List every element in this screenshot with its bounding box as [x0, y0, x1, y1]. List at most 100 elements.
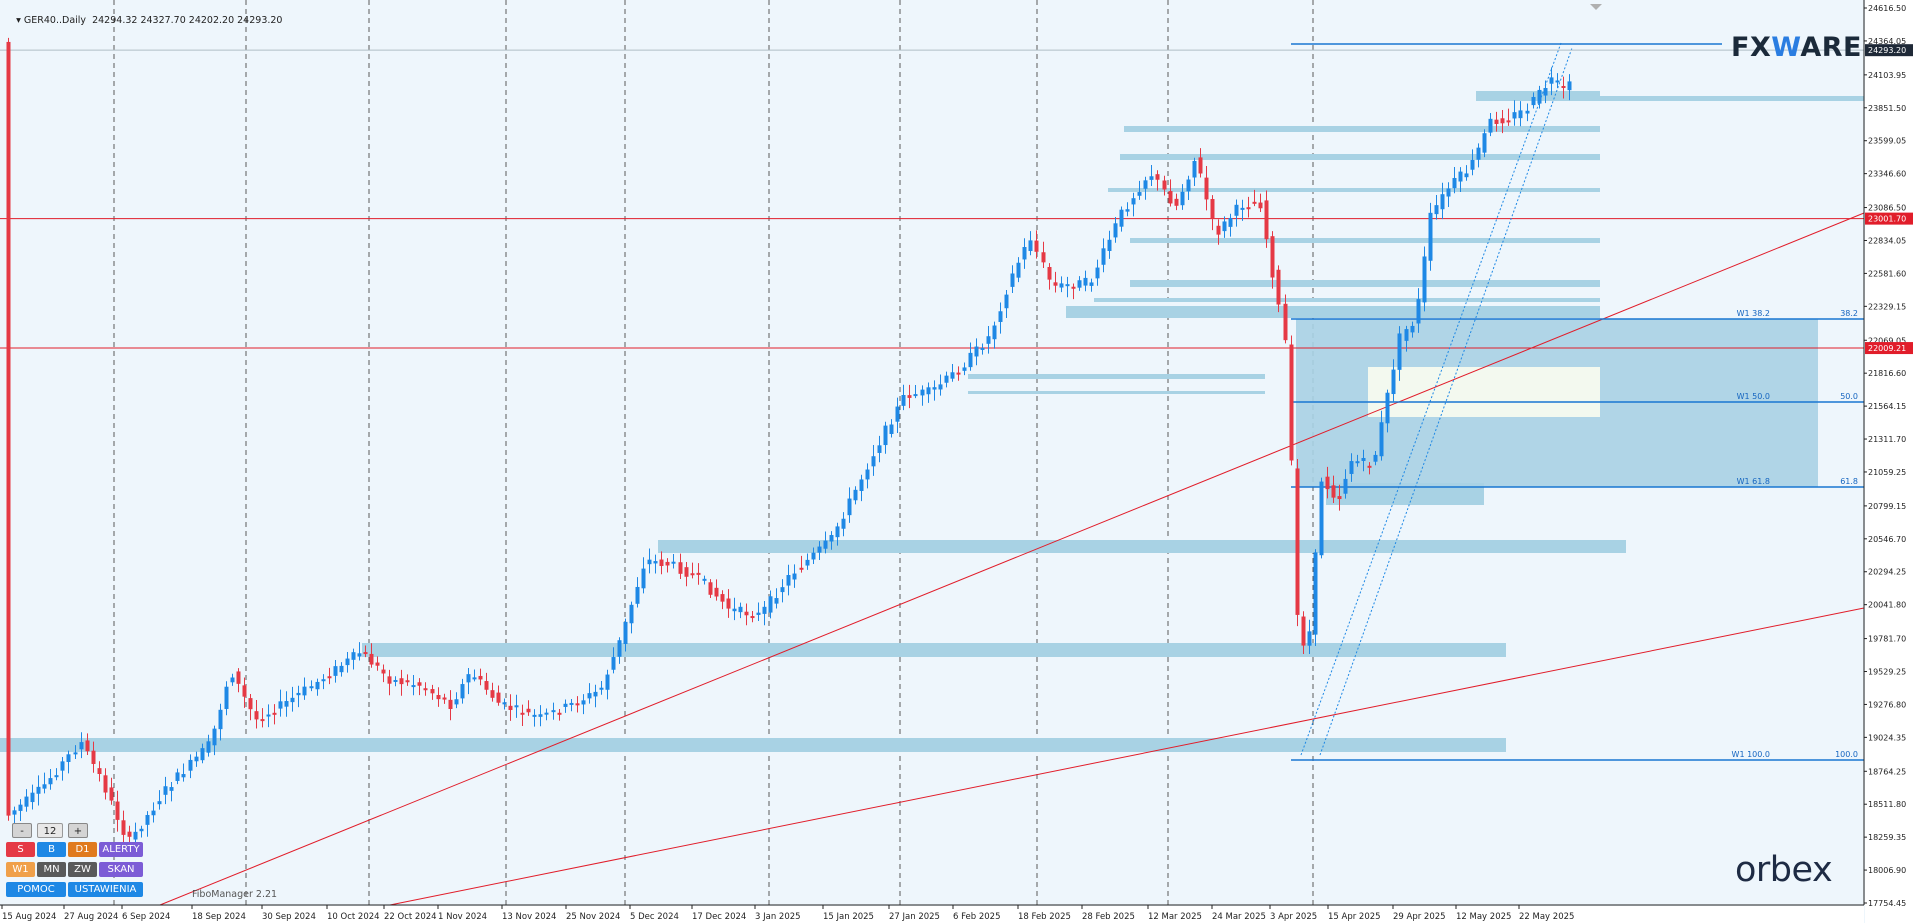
candle-body: [284, 701, 289, 707]
candle-body: [296, 692, 301, 696]
candle-body: [393, 679, 398, 682]
candle-body: [1010, 273, 1015, 287]
candle-body: [1137, 192, 1142, 196]
y-tick-label: 22581.60: [1868, 269, 1906, 278]
symbol-name: GER40..Daily: [23, 15, 87, 26]
candle-body: [901, 395, 906, 406]
candle-body: [786, 575, 791, 586]
candle-body: [218, 709, 223, 730]
candle-body: [133, 831, 138, 840]
candle-body: [6, 41, 11, 816]
y-tick-label: 19024.35: [1868, 733, 1906, 742]
candle-body: [188, 759, 193, 771]
candle-body: [151, 810, 156, 816]
candle-body: [1325, 476, 1330, 490]
skan-button[interactable]: SKAN: [99, 862, 143, 877]
candle-body: [1089, 282, 1094, 286]
candle-body: [460, 684, 465, 699]
candle-body: [932, 387, 937, 390]
candle-body: [1240, 207, 1245, 210]
pomoc-button[interactable]: POMOC: [6, 882, 66, 897]
candle-body: [1410, 325, 1415, 333]
candle-body: [1440, 194, 1445, 210]
candle-body: [1482, 133, 1487, 153]
x-tick-label: 6 Feb 2025: [953, 912, 1001, 922]
d1-button[interactable]: D1: [68, 842, 97, 857]
candle-body: [557, 712, 562, 715]
y-tick-label: 21564.15: [1868, 402, 1906, 411]
candle-body: [24, 796, 29, 807]
candle-body: [720, 594, 725, 602]
candle-body: [1071, 286, 1076, 289]
candle-body: [1059, 283, 1064, 288]
y-tick-label: 23346.60: [1868, 170, 1906, 179]
candle-body: [605, 674, 610, 690]
candle-body: [30, 792, 35, 803]
candle-body: [799, 567, 804, 570]
candle-body: [1022, 247, 1027, 260]
support-zone: [1130, 238, 1600, 243]
y-tick-label: 18511.80: [1868, 800, 1906, 809]
candle-body: [1228, 217, 1233, 227]
candle-body: [599, 687, 604, 690]
trendline: [159, 212, 1865, 906]
y-tick-label: 24616.50: [1868, 4, 1906, 13]
candle-body: [1283, 303, 1288, 341]
candle-body: [1500, 118, 1505, 124]
candle-body: [1488, 118, 1493, 133]
period-number-field[interactable]: 12: [37, 823, 63, 838]
dropdown-triangle-icon[interactable]: ▾: [16, 15, 21, 26]
candle-body: [532, 714, 537, 717]
candle-body: [139, 828, 144, 832]
x-tick-label: 12 May 2025: [1456, 912, 1511, 922]
candle-body: [514, 705, 519, 708]
candle-body: [411, 685, 416, 688]
candle-body: [926, 387, 931, 395]
candle-body: [1065, 284, 1070, 287]
support-zone: [1094, 298, 1600, 302]
fibo-manager-label: FiboManager 2.21: [192, 889, 278, 900]
support-zone: [1108, 188, 1600, 192]
candle-body: [1428, 212, 1433, 261]
candle-body: [206, 741, 211, 753]
y-tick-label: 20294.25: [1868, 568, 1906, 577]
support-zone: [1066, 306, 1600, 318]
b-button[interactable]: B: [37, 842, 66, 857]
candle-body: [980, 347, 985, 350]
candle-body: [744, 611, 749, 616]
x-tick-label: 3 Apr 2025: [1270, 912, 1317, 922]
increase-button[interactable]: +: [68, 823, 88, 838]
candle-body: [823, 540, 828, 549]
candle-body: [121, 820, 126, 835]
candle-body: [1464, 173, 1469, 178]
candle-body: [774, 598, 779, 604]
candle-body: [1276, 269, 1281, 305]
y-tick-label: 23086.50: [1868, 204, 1906, 213]
ustawienia-button[interactable]: USTAWIENIA: [68, 882, 143, 897]
decrease-button[interactable]: -: [12, 823, 32, 838]
mn-button[interactable]: MN: [37, 862, 66, 877]
candle-body: [714, 587, 719, 597]
candle-body: [889, 424, 894, 434]
y-tick-label: 18259.35: [1868, 833, 1906, 842]
candle-body: [36, 786, 41, 794]
zw-button[interactable]: ZW: [68, 862, 97, 877]
w1-button[interactable]: W1: [6, 862, 35, 877]
candle-body: [653, 561, 658, 564]
price-tag: [1865, 44, 1913, 57]
candle-body: [684, 567, 689, 577]
candle-body: [97, 768, 102, 774]
candle-body: [883, 425, 888, 446]
support-zone: [0, 738, 1506, 752]
candle-body: [387, 676, 392, 684]
alerty-button[interactable]: ALERTY: [99, 842, 143, 857]
support-zone: [1476, 96, 1864, 101]
candle-body: [1404, 329, 1409, 341]
x-axis-bg: [0, 906, 1864, 923]
candle-body: [1028, 240, 1033, 251]
candle-body: [502, 702, 507, 705]
s-button[interactable]: S: [6, 842, 35, 857]
candle-body: [472, 677, 477, 680]
candle-body: [1307, 631, 1312, 646]
